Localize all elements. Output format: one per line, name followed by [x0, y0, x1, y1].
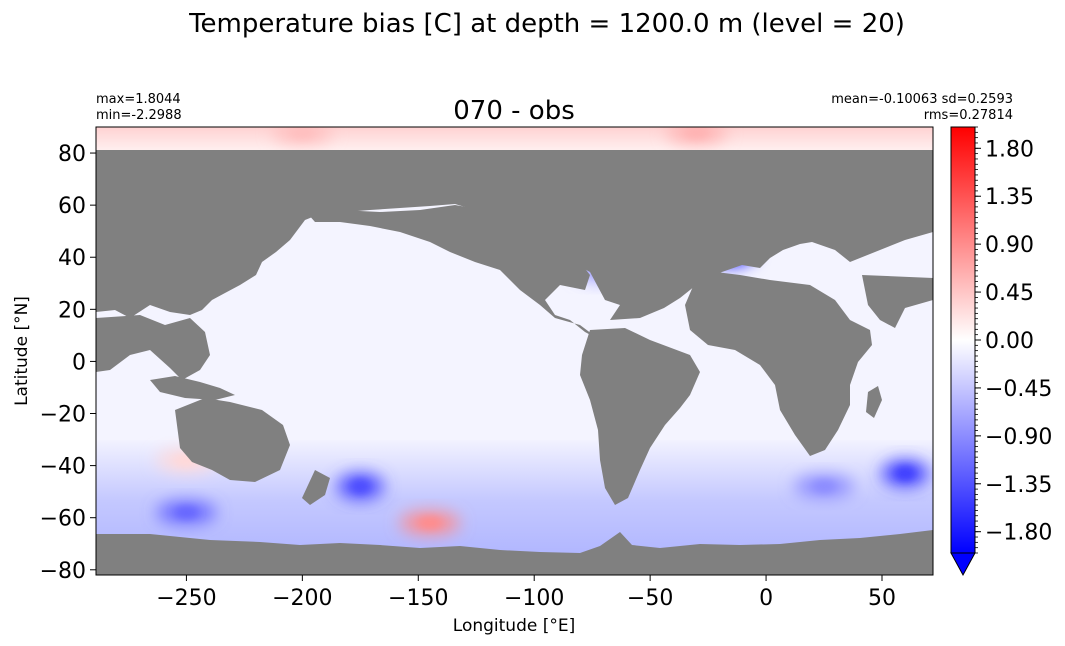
colorbar-tick-label: −1.80 — [985, 521, 1052, 546]
colorbar-tick-label: −1.35 — [985, 473, 1052, 498]
axes-frame — [95, 126, 934, 576]
colorbar-tick-label: 0.00 — [985, 329, 1034, 354]
x-tick-label: 50 — [868, 586, 896, 611]
y-tick-label: 20 — [58, 298, 86, 323]
stat-max: max=1.8044 — [96, 92, 181, 107]
figure-suptitle: Temperature bias [C] at depth = 1200.0 m… — [188, 9, 905, 39]
stat-min: min=-2.2988 — [96, 108, 182, 123]
colorbar-tick-label: −0.90 — [985, 425, 1052, 450]
land-australia — [175, 398, 290, 482]
land-south-america — [580, 328, 700, 505]
y-tick-label: −40 — [40, 455, 86, 480]
x-tick-label: −150 — [388, 586, 448, 611]
anomaly-core — [174, 506, 199, 519]
anomaly-core — [684, 127, 709, 139]
map-field — [96, 127, 933, 575]
arctic-band — [96, 127, 933, 151]
y-tick-label: −80 — [40, 559, 86, 584]
x-axis-label: Longitude [°E] — [453, 616, 575, 636]
x-tick-label: −250 — [156, 586, 216, 611]
y-axis-ticks: −80 −60 −40 −20 0 20 40 60 80 — [40, 142, 96, 584]
anomaly-core — [812, 480, 837, 493]
axes-title: 070 - obs — [453, 96, 575, 126]
land-asia-south — [96, 315, 210, 380]
colorbar-extend-min — [950, 552, 976, 577]
y-tick-label: 80 — [58, 142, 86, 167]
y-axis-label: Latitude [°N] — [12, 296, 32, 406]
anomaly-core — [895, 466, 916, 481]
land — [96, 150, 933, 575]
colorbar-gradient — [951, 127, 975, 553]
land-new-zealand — [302, 470, 330, 505]
x-tick-label: −100 — [504, 586, 564, 611]
land-madagascar — [866, 386, 882, 418]
colorbar-tick-label: 0.45 — [985, 281, 1034, 306]
land-north-america — [300, 205, 600, 340]
land-antarctica — [96, 530, 933, 575]
stat-mean-sd: mean=-0.10063 sd=0.2593 — [831, 92, 1013, 107]
x-tick-label: −50 — [627, 586, 673, 611]
land-arabia-india — [862, 275, 933, 328]
land-maritime-continent — [150, 376, 235, 400]
x-tick-label: 0 — [759, 586, 773, 611]
colorbar-tick-label: 0.90 — [985, 233, 1034, 258]
y-tick-label: 60 — [58, 194, 86, 219]
y-tick-label: 0 — [72, 350, 86, 375]
land-greenland — [628, 150, 720, 196]
colorbar: 1.80 1.35 0.90 0.45 0.00 −0.45 −0.90 −1.35 −1.80 — [950, 126, 1052, 577]
y-tick-label: −20 — [40, 403, 86, 428]
y-tick-label: −60 — [40, 507, 86, 532]
anomaly-core — [290, 127, 315, 139]
colorbar-tick-label: 1.80 — [985, 137, 1034, 162]
colorbar-ticks: 1.80 1.35 0.90 0.45 0.00 −0.45 −0.90 −1.35 −1.80 — [975, 137, 1052, 546]
anomaly-core — [417, 516, 442, 529]
land-africa — [685, 270, 872, 456]
colorbar-tick-label: 1.35 — [985, 185, 1034, 210]
x-axis-ticks: −250 −200 −150 −100 −50 0 50 — [156, 575, 896, 611]
anomaly-core — [350, 479, 371, 494]
y-tick-label: 40 — [58, 246, 86, 271]
colorbar-tick-label: −0.45 — [985, 377, 1052, 402]
x-tick-label: −200 — [272, 586, 332, 611]
stat-rms: rms=0.27814 — [924, 108, 1013, 123]
